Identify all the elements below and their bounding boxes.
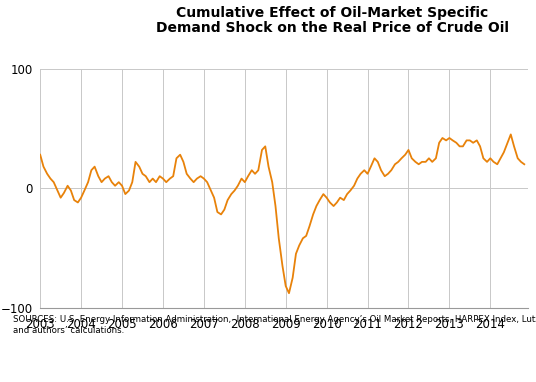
Text: SOURCES: U.S. Energy Information Administration,  International Energy Agency’s : SOURCES: U.S. Energy Information Adminis… [13,315,536,335]
Text: Federal Reserve Bank of St. Louis: Federal Reserve Bank of St. Louis [10,366,200,376]
Text: Demand Shock on the Real Price of Crude Oil: Demand Shock on the Real Price of Crude … [156,21,509,35]
Text: Cumulative Effect of Oil-Market Specific: Cumulative Effect of Oil-Market Specific [176,6,488,20]
